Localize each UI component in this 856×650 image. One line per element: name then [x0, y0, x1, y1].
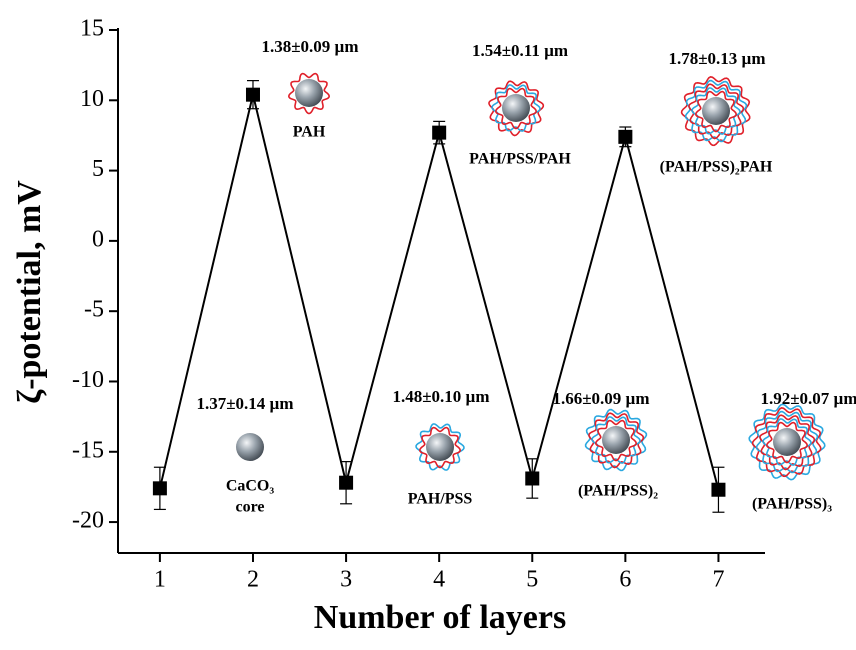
data-point — [339, 475, 354, 490]
size-label: 1.38±0.09 µm — [261, 37, 358, 56]
polymer-layer — [694, 90, 738, 133]
data-point — [245, 87, 260, 102]
polymer-layer — [494, 87, 538, 130]
polymer-layer — [762, 418, 812, 466]
y-tick-label: 5 — [92, 156, 104, 182]
polymer-layer — [418, 426, 462, 469]
layer-label: CaCO₃ — [226, 478, 275, 495]
y-axis-label: ζ-potential, mV — [11, 180, 48, 404]
polymer-layer — [751, 407, 822, 478]
core-particle — [502, 94, 530, 122]
layer-label: (PAH/PSS)₃ — [752, 496, 832, 513]
size-label: 1.37±0.14 µm — [196, 394, 293, 413]
x-axis-label: Number of layers — [314, 599, 566, 636]
size-label: 1.54±0.11 µm — [472, 41, 568, 60]
x-tick-label: 7 — [712, 567, 724, 593]
polymer-layer — [765, 421, 809, 464]
core-particle — [426, 433, 454, 461]
data-point — [152, 481, 167, 496]
core-particle — [295, 79, 323, 107]
x-tick-label: 2 — [247, 567, 259, 593]
size-label: 1.48±0.10 µm — [392, 387, 489, 406]
polymer-layer — [748, 403, 826, 481]
polymer-layer — [691, 87, 741, 135]
layer-label: core — [235, 499, 264, 516]
polymer-layer — [591, 416, 641, 464]
data-point — [711, 482, 726, 497]
y-tick-label: -20 — [72, 508, 104, 534]
y-tick-label: 0 — [92, 226, 104, 252]
layer-label: (PAH/PSS)₂ — [578, 483, 658, 500]
data-point — [525, 471, 540, 486]
x-tick-label: 1 — [154, 567, 166, 593]
core-particle — [236, 433, 264, 461]
core-particle — [773, 428, 801, 456]
x-tick-label: 6 — [619, 567, 631, 593]
x-tick-label: 5 — [526, 567, 538, 593]
size-label: 1.66±0.09 µm — [552, 389, 649, 408]
layer-label: (PAH/PSS)₂PAH — [660, 159, 773, 176]
polymer-layer — [594, 419, 638, 462]
data-point — [618, 129, 633, 144]
x-tick-label: 3 — [340, 567, 352, 593]
y-tick-label: -5 — [84, 297, 104, 323]
polymer-layer — [491, 84, 541, 132]
size-label: 1.92±0.07 µm — [760, 389, 856, 408]
y-tick-label: -10 — [72, 367, 104, 393]
layer-label: PAH — [293, 124, 326, 141]
y-tick-label: 15 — [80, 16, 104, 42]
y-tick-label: -15 — [72, 437, 104, 463]
x-tick-label: 4 — [433, 567, 445, 593]
layer-label: PAH/PSS/PAH — [469, 151, 571, 168]
polymer-layer — [287, 72, 331, 115]
data-point — [432, 125, 447, 140]
polymer-layer — [680, 76, 751, 147]
core-particle — [702, 97, 730, 125]
core-particle — [602, 426, 630, 454]
size-label: 1.78±0.13 µm — [668, 49, 765, 68]
layer-label: PAH/PSS — [408, 491, 473, 508]
polymer-layer — [415, 423, 465, 471]
y-tick-label: 10 — [80, 86, 104, 112]
